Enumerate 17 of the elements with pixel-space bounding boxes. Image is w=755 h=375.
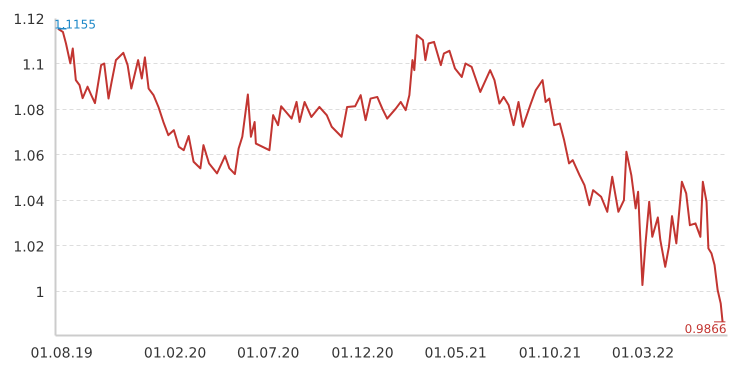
y-tick-label: 1.1 (22, 57, 44, 74)
line-series (56, 28, 724, 323)
x-tick-label: 01.02.20 (144, 346, 206, 362)
y-tick-label: 1.04 (13, 194, 45, 210)
y-tick-label: 1 (36, 284, 45, 301)
y-tick-label: 1.08 (13, 102, 44, 119)
y-tick-label: 1.02 (13, 239, 44, 256)
x-tick-label: 01.03.22 (612, 346, 674, 362)
y-tick-label: 1.12 (13, 12, 44, 28)
x-tick-label: 01.07.20 (237, 346, 300, 362)
x-tick-label: 01.10.21 (518, 346, 582, 362)
y-tick-label: 1.06 (13, 148, 45, 164)
annotation: 0.9866 (684, 322, 727, 336)
annotation: 1.1155 (54, 18, 96, 32)
x-tick-label: 01.05.21 (424, 346, 487, 362)
x-tick-label: 01.12.20 (331, 346, 394, 362)
x-tick-label: 01.08.19 (30, 346, 93, 362)
